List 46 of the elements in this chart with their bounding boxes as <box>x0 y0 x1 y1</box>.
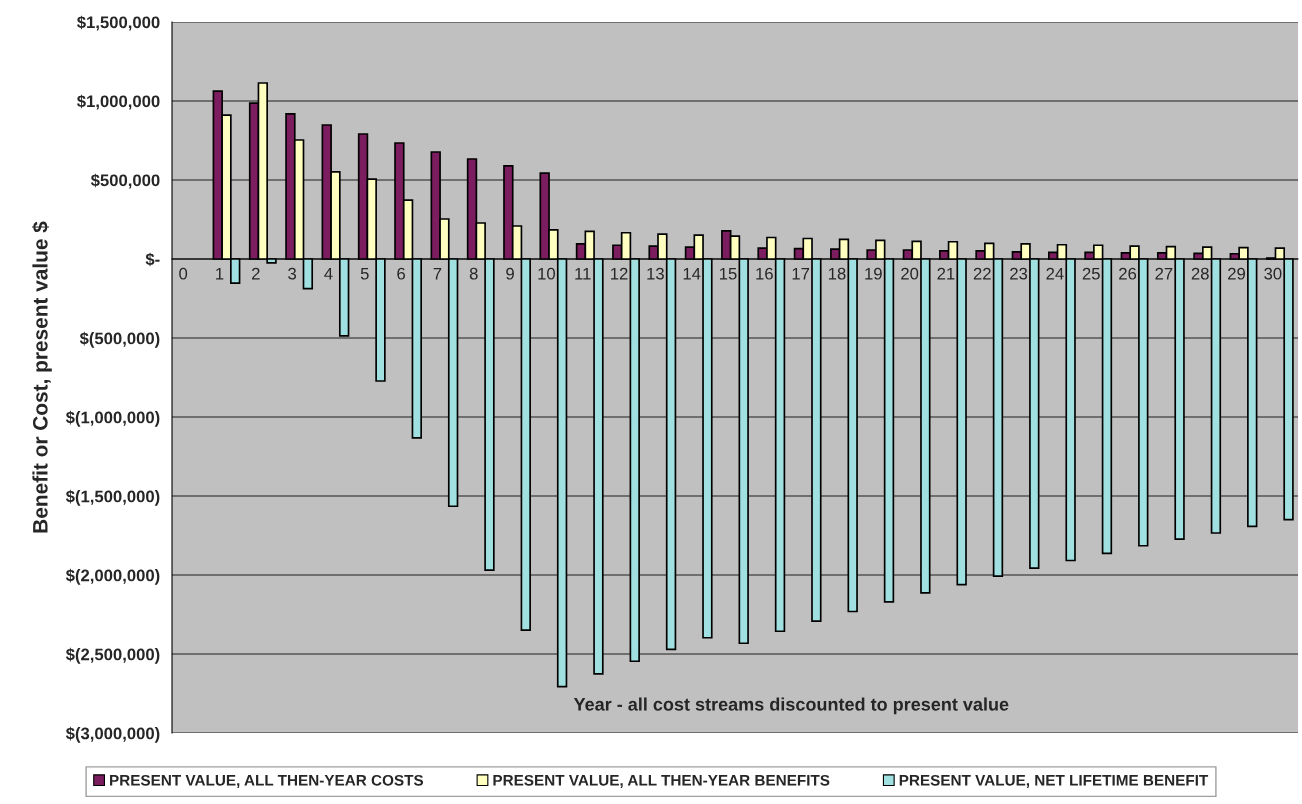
x-tick-label: 20 <box>901 267 919 280</box>
x-tick-label: 4 <box>324 267 333 280</box>
x-tick-label: 28 <box>1191 267 1209 280</box>
x-tick-label: 1 <box>216 267 224 280</box>
x-tick-label: 19 <box>865 267 882 280</box>
y-tick-label: $(2,000,000) <box>65 568 160 585</box>
x-tick-label: 11 <box>575 267 591 280</box>
x-tick-label: 17 <box>792 267 810 280</box>
x-tick-label: 13 <box>647 267 664 280</box>
y-tick-label: $500,000 <box>90 173 160 189</box>
legend-label: PRESENT VALUE, ALL THEN-YEAR COSTS <box>110 774 424 788</box>
y-tick-label: $(2,500,000) <box>65 647 160 664</box>
x-tick-label: 2 <box>252 267 260 280</box>
x-tick-label: 6 <box>397 267 405 280</box>
x-tick-label: 18 <box>828 267 846 280</box>
x-tick-label: 14 <box>683 267 701 280</box>
x-tick-label: 23 <box>1010 267 1028 280</box>
x-tick-label: 3 <box>288 267 297 280</box>
x-tick-label: 26 <box>1119 267 1137 280</box>
x-tick-label: 30 <box>1264 267 1282 280</box>
x-tick-label: 16 <box>756 267 773 280</box>
x-tick-label: 22 <box>973 267 991 280</box>
x-axis-title: Year - all cost streams discounted to present value <box>573 697 1009 715</box>
x-tick-label: 21 <box>937 267 955 280</box>
x-tick-label: 9 <box>506 267 514 280</box>
x-tick-label: 12 <box>611 267 628 280</box>
y-tick-label: $1,500,000 <box>77 15 160 31</box>
y-tick-label: $(1,500,000) <box>65 489 160 506</box>
y-tick-label: $(500,000) <box>79 331 160 348</box>
x-tick-label: 8 <box>469 267 478 280</box>
x-tick-label: 7 <box>433 267 442 280</box>
x-tick-label: 5 <box>360 267 369 280</box>
x-tick-label: 29 <box>1228 267 1245 280</box>
x-tick-label: 27 <box>1155 267 1173 280</box>
y-tick-label: $1,000,000 <box>77 94 160 110</box>
x-tick-label: 15 <box>720 267 737 280</box>
y-tick-label: $(3,000,000) <box>65 726 160 743</box>
y-tick-label: $- <box>145 252 160 267</box>
x-tick-label: 25 <box>1082 267 1100 280</box>
x-tick-label: 24 <box>1046 267 1064 280</box>
x-tick-label: 10 <box>538 267 556 280</box>
x-tick-label: 0 <box>179 267 188 280</box>
y-tick-label: $(1,000,000) <box>65 410 160 427</box>
y-axis-title: Benefit or Cost, present value $ <box>32 221 52 533</box>
legend-label: PRESENT VALUE, ALL THEN-YEAR BENEFITS <box>493 774 830 788</box>
legend-label: PRESENT VALUE, NET LIFETIME BENEFIT <box>899 774 1209 788</box>
